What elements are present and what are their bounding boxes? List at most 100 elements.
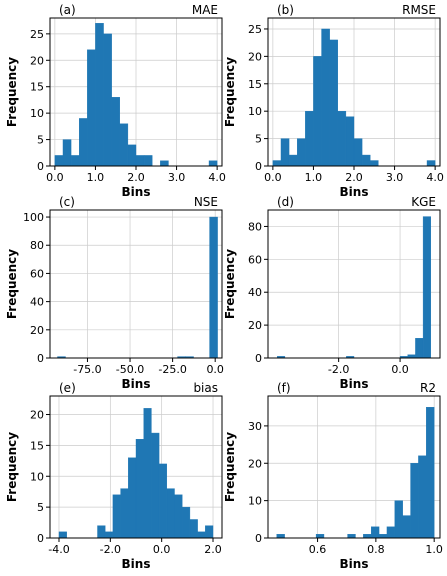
y-tick-label: 0 — [37, 160, 44, 173]
histogram-bar — [321, 28, 330, 167]
y-tick-label: 20 — [30, 409, 44, 422]
panel-letter: (e) — [59, 381, 76, 395]
x-tick-label: -25.0 — [158, 363, 186, 376]
histogram-bar — [189, 519, 198, 539]
histogram-bar — [315, 534, 325, 539]
y-tick-label: 20 — [30, 54, 44, 67]
histogram-bar — [276, 534, 285, 539]
histogram-bar — [166, 488, 175, 539]
y-tick-label: 10 — [248, 105, 262, 118]
histogram-bar — [394, 500, 403, 539]
histogram-bar — [378, 534, 388, 539]
y-tick-label: 60 — [30, 267, 44, 280]
histogram-bar — [70, 155, 80, 167]
panel-letter: (a) — [59, 3, 76, 17]
y-tick-label: 0 — [255, 532, 262, 545]
histogram-bar — [54, 155, 64, 167]
y-tick-label: 10 — [248, 495, 262, 508]
x-tick-label: -50.0 — [116, 363, 144, 376]
y-tick-label: 0 — [255, 352, 262, 365]
x-tick-label: 0.0 — [264, 171, 282, 184]
y-tick-label: 5 — [37, 134, 44, 147]
x-axis-label: Bins — [122, 557, 151, 571]
y-axis-label: Frequency — [5, 249, 19, 319]
histogram-bar — [371, 526, 380, 539]
x-tick-label: 0.6 — [309, 543, 327, 556]
y-axis-label: Frequency — [5, 57, 19, 127]
histogram-bar — [87, 49, 96, 167]
histogram-panel: -75.0 -50.0 -25.0 0.0 0 20 40 60 80 100 (c) NSE Bins… — [5, 195, 224, 391]
histogram-bar — [174, 494, 183, 539]
histogram-bar — [205, 525, 214, 539]
x-tick-label: 4.0 — [426, 171, 444, 184]
histogram-bar — [347, 534, 356, 539]
histogram-bar — [127, 144, 137, 167]
panel-title: NSE — [194, 195, 218, 209]
y-tick-label: 10 — [30, 107, 44, 120]
x-tick-label: 0.8 — [367, 543, 385, 556]
histogram-bar — [160, 160, 169, 167]
x-tick-label: -4.0 — [48, 543, 69, 556]
histogram-bar — [143, 155, 153, 167]
axes-frame — [49, 209, 223, 359]
axes-frame — [267, 209, 441, 359]
histogram-bar — [119, 123, 129, 167]
panel-title: R2 — [420, 381, 436, 395]
y-tick-label: 0 — [37, 352, 44, 365]
histogram-bar — [120, 488, 129, 539]
histogram-bar — [422, 216, 431, 359]
y-axis-label: Frequency — [223, 432, 237, 502]
x-tick-label: -2.0 — [328, 363, 349, 376]
axes-frame — [49, 395, 223, 539]
y-tick-label: 20 — [248, 50, 262, 63]
y-tick-label: 80 — [248, 220, 262, 233]
y-axis-label: Frequency — [5, 432, 19, 502]
histogram-panel: 0.6 0.8 1.0 0 10 20 30 (f) R2 Bins Frequency — [223, 381, 443, 571]
y-tick-label: 40 — [30, 296, 44, 309]
panel-title: bias — [193, 381, 218, 395]
histogram-bar — [297, 138, 306, 167]
x-tick-label: 0.0 — [153, 543, 171, 556]
histogram-bar — [426, 160, 436, 167]
x-tick-label: 0.0 — [206, 363, 224, 376]
y-tick-label: 40 — [248, 286, 262, 299]
histogram-bar — [313, 56, 322, 167]
y-tick-label: 25 — [30, 28, 44, 41]
histogram-bar — [415, 338, 424, 359]
histogram-bar — [135, 155, 145, 167]
histogram-bar — [209, 216, 218, 359]
histogram-bar — [103, 33, 112, 167]
panel-title: MAE — [192, 3, 218, 17]
histogram-bar — [111, 97, 120, 167]
panel-letter: (b) — [277, 3, 294, 17]
panel-letter: (f) — [277, 381, 291, 395]
histogram-bar — [361, 154, 371, 167]
histogram-bar — [402, 515, 411, 539]
histogram-bar — [104, 531, 114, 539]
histogram-bar — [305, 110, 314, 167]
histogram-bar — [95, 23, 104, 167]
histogram-panel: 0.0 1.0 2.0 3.0 4.0 0 5 10 15 20 25 (b) RMSE Bins Freq… — [223, 3, 444, 199]
histogram-bar — [208, 160, 218, 167]
x-tick-label: 2.0 — [127, 171, 145, 184]
x-tick-label: 3.0 — [168, 171, 186, 184]
histogram-bar — [418, 455, 427, 539]
histogram-bar — [280, 138, 290, 167]
histogram-bar — [151, 432, 160, 539]
y-tick-label: 100 — [23, 211, 44, 224]
histogram-bar — [345, 116, 355, 167]
panel-letter: (d) — [277, 195, 294, 209]
y-tick-label: 20 — [30, 324, 44, 337]
histogram-bar — [370, 160, 379, 167]
histogram-bar — [128, 457, 137, 539]
histogram-panel: 0.0 1.0 2.0 3.0 4.0 0 5 10 15 20 25 (a) MAE Bins Frequ… — [5, 3, 226, 199]
x-tick-label: 0.0 — [391, 363, 409, 376]
x-axis-label: Bins — [340, 185, 369, 199]
panel-title: RMSE — [402, 3, 436, 17]
histogram-bar — [272, 160, 282, 167]
x-tick-label: 1.0 — [425, 543, 443, 556]
histogram-bar — [143, 408, 152, 539]
y-tick-label: 10 — [30, 470, 44, 483]
histogram-bar — [353, 138, 363, 167]
x-axis-label: Bins — [340, 377, 369, 391]
